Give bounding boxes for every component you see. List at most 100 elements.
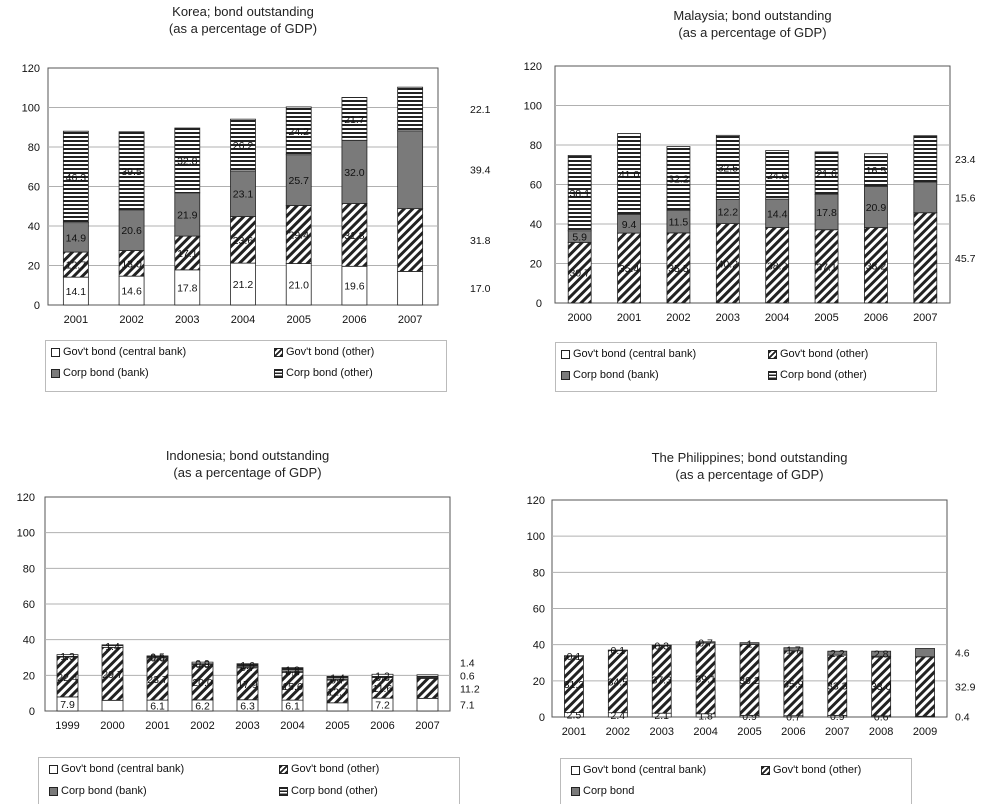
right-data-label: 23.4: [955, 154, 976, 166]
y-tick-label: 80: [533, 567, 545, 579]
data-label: 17.1: [177, 248, 198, 260]
x-tick-label: 2006: [781, 726, 805, 738]
legend-gov-other: Gov't bond (other): [279, 763, 379, 775]
legend-central-bank-label: Gov't bond (central bank): [63, 346, 187, 358]
x-tick-label: 2006: [864, 312, 888, 324]
data-label: 0.1: [567, 651, 582, 663]
y-tick-label: 60: [530, 180, 542, 192]
bar-segment-corp_other: [617, 133, 641, 215]
bar-segment-central_bank: [326, 702, 349, 712]
legend-corp-other-label: Corp bond (other): [291, 785, 378, 797]
philippines-chart-panel: The Philippines; bond outstanding (as a p…: [500, 400, 983, 804]
bar-segment-corp_other: [814, 151, 839, 195]
data-label: 0.6: [150, 652, 165, 664]
x-tick-label: 2003: [175, 314, 199, 326]
data-label: 12.2: [718, 207, 739, 219]
x-tick-label: 2002: [190, 720, 214, 732]
x-tick-label: 2001: [562, 726, 586, 738]
data-label: 46.3: [66, 172, 87, 184]
bar-segment-corp_other: [191, 661, 214, 665]
x-tick-label: 2003: [649, 726, 673, 738]
y-tick-label: 0: [29, 706, 35, 718]
right-data-label: 7.1: [460, 700, 475, 712]
bar-segment-corp_bank: [397, 130, 424, 210]
bar-segment-corp_bank: [285, 154, 312, 206]
data-label: 32.2: [668, 173, 689, 185]
x-tick-label: 1999: [55, 720, 79, 732]
data-label: 14.9: [66, 232, 87, 244]
x-tick-label: 2004: [280, 720, 304, 732]
indonesia-legend: Gov't bond (central bank) Gov't bond (ot…: [38, 757, 460, 804]
gov-other-swatch: [279, 764, 288, 774]
legend-gov-other-label: Gov't bond (other): [780, 348, 869, 360]
bar-segment-corp_other: [416, 674, 439, 678]
data-label: 21.6: [816, 168, 837, 180]
x-tick-label: 2003: [235, 720, 259, 732]
x-tick-label: 2007: [913, 312, 937, 324]
data-label: 29.7: [102, 669, 123, 681]
y-tick-label: 120: [527, 495, 545, 507]
chart-title: Malaysia; bond outstanding: [673, 8, 831, 23]
x-tick-label: 2001: [617, 312, 641, 324]
data-label: 21.9: [177, 209, 198, 221]
y-tick-label: 60: [533, 604, 545, 616]
data-label: 38.1: [569, 188, 590, 200]
bar-segment-gov_other: [913, 212, 938, 304]
bar-segment-corp_bank: [118, 209, 145, 251]
korea-chart-panel: Korea; bond outstanding (as a percentage …: [0, 0, 500, 400]
x-tick-label: 2007: [398, 314, 422, 326]
right-data-label: 22.1: [470, 104, 491, 116]
data-label: 17.8: [816, 207, 837, 219]
bar-segment-corp_bank: [913, 181, 938, 214]
data-label: 38.2: [767, 260, 788, 272]
y-tick-label: 60: [23, 599, 35, 611]
data-label: 20.0: [192, 677, 213, 689]
x-tick-label: 2002: [666, 312, 690, 324]
data-label: 38.2: [866, 260, 887, 272]
data-label: 6.2: [195, 700, 210, 712]
gov-other-swatch: [761, 765, 770, 775]
right-data-label: 4.6: [955, 648, 970, 660]
bar-segment-central_bank: [230, 262, 256, 306]
x-tick-label: 2009: [913, 726, 937, 738]
y-tick-label: 120: [524, 61, 542, 73]
data-label: 6.3: [240, 700, 255, 712]
chart-title: The Philippines; bond outstanding: [652, 450, 848, 465]
data-label: 1.6: [240, 660, 255, 672]
data-label: 30.7: [569, 268, 590, 280]
y-tick-label: 120: [22, 63, 40, 75]
bar-segment-gov_other: [118, 250, 145, 277]
data-label: 32.8: [177, 155, 198, 167]
bar-segment-corp_other: [281, 667, 304, 672]
x-tick-label: 2004: [693, 726, 717, 738]
legend-corp-other: Corp bond (other): [274, 367, 373, 379]
bar-segment-corp_other: [236, 663, 259, 667]
data-label: 29.4: [288, 229, 309, 241]
y-tick-label: 120: [17, 492, 35, 504]
x-tick-label: 2001: [64, 314, 88, 326]
x-tick-label: 2007: [825, 726, 849, 738]
gov-other-swatch: [274, 347, 283, 357]
korea-chart: Korea; bond outstanding (as a percentage …: [22, 4, 491, 326]
y-tick-label: 100: [524, 101, 542, 113]
data-label: 35.4: [619, 263, 640, 275]
data-label: 7.9: [60, 699, 75, 711]
data-label: 22.4: [57, 672, 78, 684]
y-tick-label: 100: [17, 528, 35, 540]
y-tick-label: 100: [527, 531, 545, 543]
legend-corp-label: Corp bond: [583, 785, 635, 797]
bar-segment-corp_other: [765, 150, 790, 200]
y-tick-label: 80: [23, 563, 35, 575]
data-label: 5.9: [572, 232, 587, 244]
malaysia-chart-panel: Malaysia; bond outstanding (as a percenta…: [500, 0, 983, 400]
bar-segment-corp_other: [567, 155, 592, 232]
legend-gov-other: Gov't bond (other): [768, 348, 868, 360]
bar-segment-gov_other: [174, 235, 201, 271]
data-label: 31.3: [564, 679, 585, 691]
bar-segment-gov_other: [285, 205, 312, 264]
data-label: 17.8: [177, 282, 198, 294]
right-data-label: 39.4: [470, 165, 491, 177]
data-label: 14.1: [66, 286, 87, 298]
corp-other-swatch: [274, 368, 283, 378]
x-tick-label: 2004: [765, 312, 789, 324]
